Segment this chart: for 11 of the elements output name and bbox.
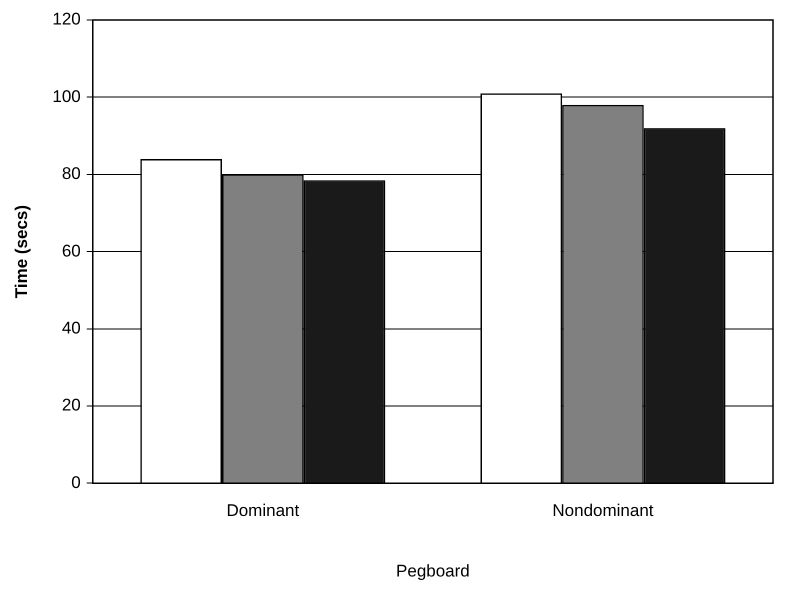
y-tick-label: 20 bbox=[62, 396, 81, 415]
x-tick-label: Dominant bbox=[226, 501, 300, 520]
x-tick-label: Nondominant bbox=[552, 501, 654, 520]
y-tick-label: 60 bbox=[62, 241, 81, 260]
y-tick-label: 0 bbox=[71, 472, 81, 492]
y-tick-label: 40 bbox=[62, 318, 81, 338]
y-axis-title: Time (secs) bbox=[12, 204, 31, 298]
y-tick-label: 100 bbox=[52, 86, 81, 106]
x-axis-title: Pegboard bbox=[396, 561, 470, 580]
y-tick-label: 120 bbox=[52, 10, 81, 29]
y-tick-label: 80 bbox=[62, 164, 81, 184]
